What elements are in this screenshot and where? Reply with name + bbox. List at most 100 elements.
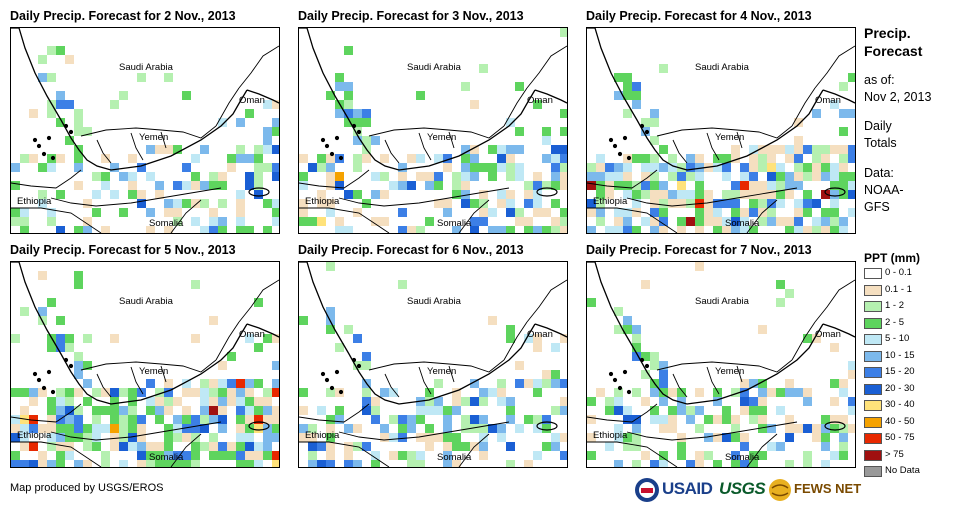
precip-cell bbox=[695, 460, 704, 467]
legend-label: 1 - 2 bbox=[885, 300, 905, 311]
precip-cell bbox=[146, 208, 155, 217]
precip-cell bbox=[443, 208, 452, 217]
precip-cell bbox=[533, 199, 542, 208]
map-panel-nov-5: Daily Precip. Forecast for 5 Nov., 2013 … bbox=[10, 242, 288, 470]
precip-cell bbox=[326, 424, 335, 433]
legend-item: No Data bbox=[864, 464, 920, 481]
island-dot bbox=[639, 357, 645, 363]
precip-cell bbox=[272, 334, 279, 343]
precip-cell bbox=[299, 181, 308, 190]
precip-cell bbox=[785, 433, 794, 442]
precip-cell bbox=[785, 154, 794, 163]
precip-cell bbox=[785, 415, 794, 424]
precip-cell bbox=[560, 208, 567, 217]
precip-cell bbox=[506, 190, 515, 199]
precip-cell bbox=[362, 109, 371, 118]
precip-cell bbox=[83, 226, 92, 233]
precip-cell bbox=[407, 460, 416, 467]
precip-cell bbox=[254, 406, 263, 415]
precip-cell bbox=[524, 460, 533, 467]
precip-cell bbox=[128, 406, 137, 415]
border-line bbox=[368, 125, 505, 139]
precip-cell bbox=[785, 424, 794, 433]
precip-cell bbox=[20, 442, 29, 451]
precip-cell bbox=[209, 451, 218, 460]
precip-cell bbox=[236, 451, 245, 460]
border-line bbox=[96, 373, 112, 398]
precip-cell bbox=[20, 208, 29, 217]
precip-cell bbox=[668, 172, 677, 181]
precip-cell bbox=[299, 316, 308, 325]
precip-cell bbox=[191, 334, 200, 343]
precip-cell bbox=[812, 172, 821, 181]
precip-cell bbox=[794, 154, 803, 163]
precip-cell bbox=[425, 424, 434, 433]
precip-cell bbox=[146, 442, 155, 451]
label-somalia: Somalia bbox=[437, 452, 472, 463]
precip-cell bbox=[308, 217, 317, 226]
legend-item: 15 - 20 bbox=[864, 365, 920, 382]
precip-cell bbox=[353, 118, 362, 127]
precip-cell bbox=[236, 379, 245, 388]
precip-cell bbox=[560, 109, 567, 118]
precip-cell bbox=[218, 217, 227, 226]
precip-cell bbox=[353, 163, 362, 172]
precip-cell bbox=[200, 199, 209, 208]
precip-cell bbox=[317, 217, 326, 226]
precip-cell bbox=[461, 424, 470, 433]
precip-cell bbox=[812, 154, 821, 163]
precip-cell bbox=[236, 118, 245, 127]
precip-cell bbox=[236, 433, 245, 442]
precip-cell bbox=[551, 217, 560, 226]
precip-cell bbox=[794, 172, 803, 181]
precip-cell bbox=[848, 154, 855, 163]
precip-cell bbox=[740, 442, 749, 451]
precip-cell bbox=[137, 442, 146, 451]
border-line bbox=[299, 207, 390, 233]
precip-cell bbox=[650, 352, 659, 361]
precip-cell bbox=[668, 406, 677, 415]
precip-cell bbox=[164, 442, 173, 451]
precip-cell bbox=[515, 172, 524, 181]
precip-cell bbox=[551, 370, 560, 379]
precip-cell bbox=[731, 145, 740, 154]
precip-cell bbox=[236, 208, 245, 217]
precip-cell bbox=[479, 397, 488, 406]
label-somalia: Somalia bbox=[437, 218, 472, 229]
precip-cell bbox=[173, 199, 182, 208]
precip-cell bbox=[263, 226, 272, 233]
precip-cell bbox=[776, 145, 785, 154]
precip-cell bbox=[659, 64, 668, 73]
precip-cell bbox=[47, 415, 56, 424]
label-yemen: Yemen bbox=[427, 366, 456, 377]
precip-cell bbox=[704, 415, 713, 424]
precip-cell bbox=[776, 406, 785, 415]
precip-cell bbox=[713, 226, 722, 233]
label-saudi-arabia: Saudi Arabia bbox=[407, 296, 462, 307]
precip-cell bbox=[632, 100, 641, 109]
precip-cell bbox=[407, 451, 416, 460]
precip-cell bbox=[686, 172, 695, 181]
island-dot bbox=[63, 123, 69, 129]
precip-cell bbox=[83, 334, 92, 343]
precip-cell bbox=[38, 199, 47, 208]
precip-cell bbox=[596, 217, 605, 226]
precip-cell bbox=[362, 406, 371, 415]
precip-cell bbox=[128, 154, 137, 163]
precip-cell bbox=[335, 73, 344, 82]
precip-cell bbox=[308, 442, 317, 451]
legend-title: PPT (mm) bbox=[864, 251, 921, 265]
precip-cell bbox=[794, 163, 803, 172]
label-oman: Oman bbox=[815, 95, 841, 106]
precip-cell bbox=[740, 217, 749, 226]
precip-cell bbox=[155, 397, 164, 406]
precip-cell bbox=[335, 343, 344, 352]
precip-cell bbox=[677, 451, 686, 460]
precip-cell bbox=[20, 154, 29, 163]
precip-cell bbox=[380, 154, 389, 163]
precip-cell bbox=[695, 208, 704, 217]
precip-cell bbox=[182, 406, 191, 415]
precip-cell bbox=[605, 181, 614, 190]
precip-cell bbox=[731, 388, 740, 397]
precip-cell bbox=[560, 28, 567, 37]
